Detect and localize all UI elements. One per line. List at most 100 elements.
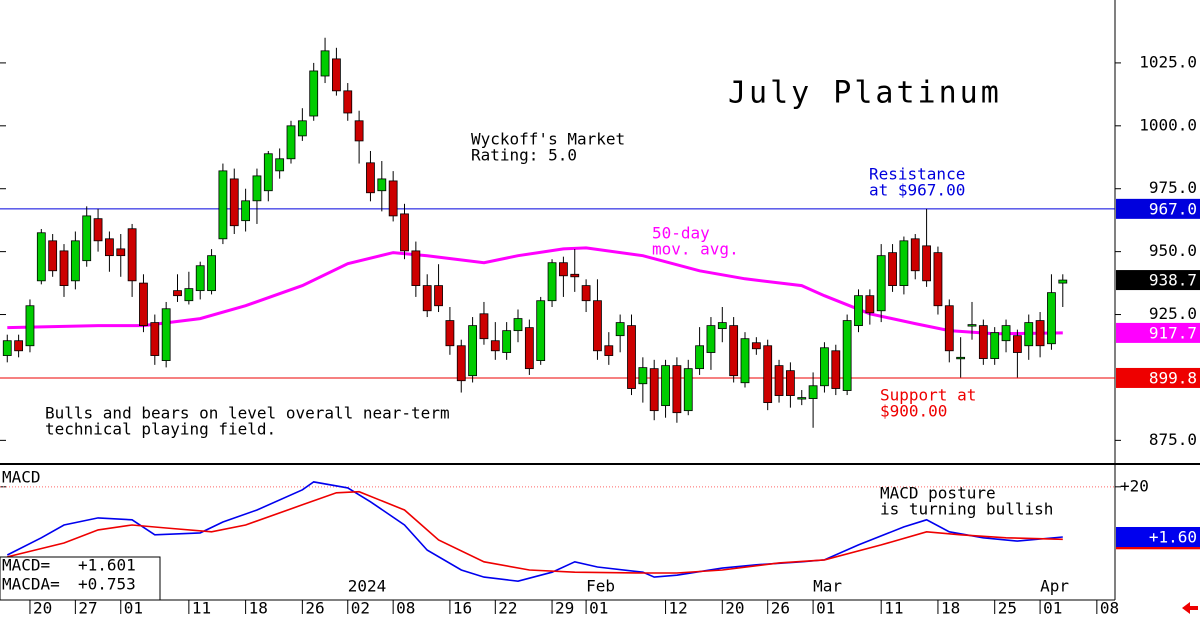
candle-body [14, 340, 24, 352]
candle-body [150, 322, 160, 356]
candle-body [1058, 279, 1068, 284]
chart-title: July Platinum [728, 76, 1002, 111]
candle-body [978, 325, 988, 359]
candle-body [729, 325, 739, 377]
candle-body [536, 300, 546, 361]
candle-body [479, 313, 489, 340]
candle-body [593, 300, 602, 352]
last-close-label-box [1116, 270, 1200, 291]
candle-body [468, 325, 478, 377]
candle-body [434, 285, 443, 307]
x-tick-label: 18 [941, 599, 960, 618]
annotation: $900.00 [880, 402, 947, 421]
candle-body [320, 50, 330, 77]
candle-body [490, 340, 500, 352]
x-tick-label: 08 [396, 599, 415, 618]
level-label: 967.0 [1149, 199, 1197, 218]
x-tick-label: 11 [884, 599, 903, 618]
candle-body [241, 200, 251, 222]
plot-layer: July Platinum 875.0 925.0 950.0 975.0 1000.0 1… [0, 37, 1200, 618]
candle-body [910, 238, 920, 272]
candle-body [502, 330, 512, 353]
candle-body [956, 356, 966, 360]
candle-body [218, 170, 228, 240]
candle-body [354, 120, 364, 142]
candle-body [59, 250, 69, 287]
candle-body [332, 58, 341, 92]
candle-body [366, 162, 375, 194]
x-tick-label: 20 [725, 599, 744, 618]
candle-body [173, 290, 182, 297]
candle-body [922, 245, 931, 282]
candle-body [25, 305, 35, 347]
candle-body [842, 320, 852, 391]
moving-average [7, 246, 1063, 336]
last-close-label: 938.7 [1149, 271, 1197, 290]
annotation: Bulls and bears on level overall near-te… [45, 404, 450, 423]
annotation: technical playing field. [45, 420, 276, 439]
annotation: is turning bullish [880, 500, 1053, 519]
x-tick-label: 29 [555, 599, 574, 618]
candle-body [944, 305, 954, 352]
candle-body [263, 153, 273, 192]
candle-body [581, 285, 591, 302]
candle-body [411, 250, 421, 287]
candle-body [400, 213, 409, 252]
annotation: Support at [880, 386, 976, 405]
candle-body [513, 318, 523, 332]
y-tick-label: 875.0 [1149, 430, 1197, 449]
candle-body [661, 365, 670, 407]
x-tick-label: 22 [498, 599, 517, 618]
y-tick-label: 1000.0 [1139, 115, 1197, 134]
candle-body [695, 345, 704, 370]
candle-body [1001, 325, 1011, 342]
macd-line [6, 481, 1063, 583]
annotation: 50-day [652, 224, 710, 243]
candle-body [343, 90, 353, 114]
candle-body [706, 325, 716, 353]
candle-body [876, 255, 886, 312]
annotation: Wyckoff's Market [471, 130, 625, 149]
candle-body [570, 273, 580, 278]
x-tick-label: 11 [192, 599, 211, 618]
x-tick-label: 26 [771, 599, 790, 618]
month-label: Apr [1040, 577, 1069, 596]
candle-body [627, 325, 636, 389]
annotation: mov. avg. [652, 240, 739, 259]
candle-body [184, 288, 194, 302]
month-label: 2024 [348, 577, 387, 596]
candle-body [456, 345, 466, 382]
candle-body [388, 180, 398, 217]
x-tick-label: 12 [669, 599, 688, 618]
level-label-box [1116, 198, 1200, 219]
candle-body [524, 327, 534, 370]
candle-body [377, 178, 387, 192]
candle-body [445, 320, 455, 347]
chart-title: MACD [2, 468, 41, 487]
annotation: MACD posture [880, 484, 996, 503]
level-label: 899.8 [1149, 368, 1197, 387]
x-tick-label: 16 [453, 599, 472, 618]
scroll-arrow[interactable] [1182, 602, 1198, 614]
candle-body [683, 368, 693, 412]
moving-average-label: 917.7 [1149, 323, 1197, 342]
candle-body [740, 338, 750, 384]
legend-name: MACD= [2, 556, 50, 575]
candle-body [1047, 292, 1056, 345]
legend-value: +0.753 [78, 575, 136, 594]
y-tick-label: 950.0 [1149, 241, 1197, 260]
candle-body [82, 215, 92, 262]
macd-value-box: +1.60 [1149, 527, 1197, 546]
candle-body [831, 350, 841, 389]
candle-body [309, 70, 319, 117]
candle-body [195, 265, 205, 292]
x-tick-label: 08 [1100, 599, 1119, 618]
y-tick-label: 1025.0 [1139, 52, 1197, 71]
x-tick-label: 18 [249, 599, 268, 618]
candle-body [2, 340, 12, 356]
candle-body [105, 238, 114, 257]
candle-body [774, 365, 784, 396]
macd-line [7, 490, 1063, 574]
macd-value-box-box [1116, 526, 1200, 547]
